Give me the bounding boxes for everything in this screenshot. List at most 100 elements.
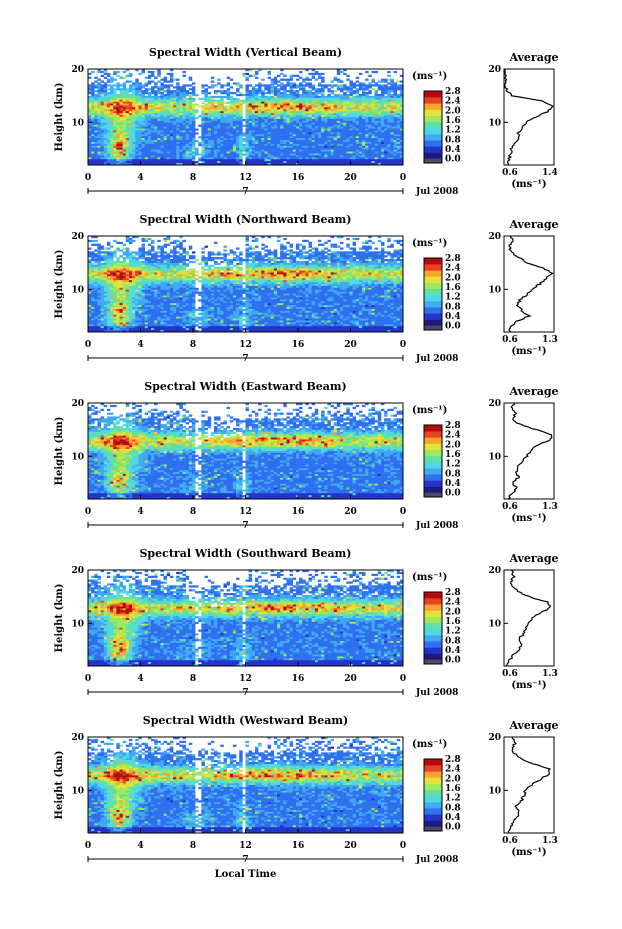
heatmap-cell — [362, 247, 366, 250]
heatmap-cell — [141, 132, 145, 135]
heatmap-cell — [280, 149, 284, 152]
heatmap-cell — [314, 134, 319, 137]
heatmap-cell — [393, 130, 397, 133]
heatmap-cell — [258, 141, 262, 145]
heatmap-cell — [305, 82, 309, 85]
heatmap-cell — [151, 157, 155, 160]
heatmap-cell — [321, 132, 325, 135]
heatmap-cell — [314, 113, 319, 116]
heatmap-cell — [232, 107, 237, 110]
heatmap-cell — [163, 132, 168, 135]
heatmap-cell — [132, 259, 136, 262]
heatmap-cell — [327, 151, 331, 154]
heatmap-cell — [387, 147, 391, 150]
heatmap-cell — [308, 72, 312, 76]
heatmap-cell — [261, 157, 265, 160]
heatmap-cell — [273, 132, 278, 135]
heatmap-cell — [106, 97, 111, 101]
heatmap-cell — [154, 132, 158, 135]
heatmap-cell — [103, 128, 108, 131]
heatmap-cell — [135, 140, 139, 143]
heatmap-cell — [254, 155, 259, 158]
heatmap-cell — [245, 105, 249, 108]
heatmap-cell — [317, 84, 322, 87]
heatmap-cell — [157, 86, 161, 89]
heatmap-cell — [264, 161, 268, 164]
heatmap-cell — [273, 93, 278, 97]
heatmap-cell — [166, 140, 171, 143]
heatmap-cell — [132, 92, 136, 95]
heatmap-cell — [201, 134, 205, 137]
heatmap-cell — [138, 84, 142, 87]
heatmap-cell — [387, 74, 391, 77]
heatmap-cell — [302, 155, 306, 158]
heatmap-cell — [270, 136, 275, 139]
heatmap-cell — [267, 161, 271, 164]
heatmap-cell — [254, 97, 259, 101]
heatmap-cell — [380, 163, 385, 166]
heatmap-cell — [119, 260, 123, 264]
panel-title: Spectral Width (Northward Beam) — [140, 213, 352, 226]
heatmap-cell — [396, 80, 401, 83]
heatmap-cell — [384, 124, 388, 127]
heatmap-cell — [166, 147, 171, 150]
heatmap-cell — [179, 151, 183, 154]
heatmap-cell — [308, 103, 312, 106]
heatmap-cell — [217, 113, 221, 116]
heatmap-cell — [173, 86, 177, 89]
heatmap-cell — [283, 105, 287, 108]
heatmap-cell — [311, 149, 316, 152]
heatmap-cell — [286, 99, 290, 102]
heatmap-cell — [210, 253, 215, 256]
heatmap-cell — [384, 109, 388, 112]
heatmap-cell — [191, 120, 196, 124]
heatmap-cell — [393, 141, 397, 145]
heatmap-cell — [289, 161, 294, 164]
heatmap-cell — [295, 93, 300, 97]
heatmap-cell — [340, 88, 344, 91]
heatmap-cell — [270, 122, 275, 125]
heatmap-cell — [248, 145, 253, 149]
heatmap-cell — [308, 101, 312, 104]
heatmap-cell — [135, 128, 139, 131]
heatmap-cell — [128, 155, 133, 158]
heatmap-cell — [232, 117, 237, 120]
heatmap-cell — [169, 140, 174, 143]
heatmap-cell — [229, 140, 234, 143]
heatmap-cell — [295, 143, 300, 147]
heatmap-cell — [280, 126, 284, 129]
heatmap-cell — [311, 134, 316, 137]
heatmap-cell — [223, 109, 227, 112]
heatmap-cell — [128, 115, 133, 118]
heatmap-cell — [106, 134, 111, 137]
heatmap-cell — [396, 149, 401, 152]
heatmap-cell — [141, 101, 145, 104]
heatmap-cell — [264, 138, 268, 141]
heatmap-cell — [106, 253, 111, 256]
heatmap-cell — [176, 84, 180, 87]
heatmap-cell — [188, 76, 193, 79]
heatmap-cell — [343, 128, 347, 131]
heatmap-cell — [204, 117, 208, 120]
heatmap-cell — [97, 161, 101, 164]
heatmap-cell — [299, 132, 303, 135]
heatmap-cell — [393, 126, 397, 129]
heatmap-cell — [125, 147, 130, 150]
heatmap-cell — [258, 163, 262, 166]
heatmap-cell — [336, 255, 341, 258]
heatmap-cell — [97, 107, 101, 110]
heatmap-cell — [236, 157, 240, 160]
heatmap-cell — [185, 136, 190, 139]
heatmap-cell — [182, 138, 186, 141]
heatmap-cell — [138, 147, 142, 150]
heatmap-cell — [217, 107, 221, 110]
heatmap-cell — [277, 93, 281, 97]
heatmap-cell — [289, 163, 294, 166]
heatmap-cell — [214, 157, 218, 160]
heatmap-cell — [384, 136, 388, 139]
heatmap-cell — [374, 149, 379, 152]
heatmap-cell — [198, 105, 202, 108]
heatmap-cell — [188, 138, 193, 141]
heatmap-cell — [261, 117, 265, 120]
heatmap-cell — [214, 109, 218, 112]
